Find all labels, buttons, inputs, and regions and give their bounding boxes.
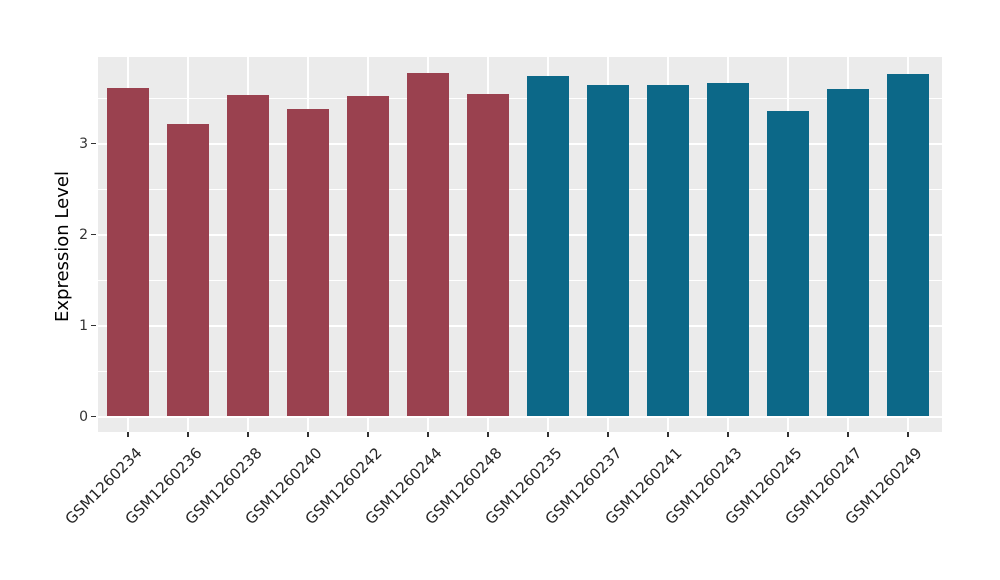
- x-tick-mark: [727, 432, 729, 437]
- bar-GSM1260235: [527, 76, 569, 417]
- bar-GSM1260248: [467, 94, 509, 417]
- y-tick-mark: [91, 142, 96, 145]
- x-tick-mark: [247, 432, 249, 437]
- x-tick-mark: [427, 432, 429, 437]
- gridline-minor: [98, 279, 942, 281]
- gridline-major: [98, 324, 942, 327]
- gridline-minor: [98, 97, 942, 99]
- x-tick-mark: [307, 432, 309, 437]
- gridline-major: [98, 233, 942, 236]
- y-tick-label: 0: [79, 408, 88, 425]
- bar-GSM1260243: [707, 83, 749, 417]
- x-tick-mark: [787, 432, 789, 437]
- x-tick-mark: [487, 432, 489, 437]
- bar-GSM1260244: [407, 73, 449, 417]
- y-tick-mark: [91, 324, 96, 327]
- bar-GSM1260237: [587, 85, 629, 417]
- y-tick-label: 3: [79, 135, 88, 152]
- bar-GSM1260245: [767, 110, 809, 417]
- y-tick-label: 2: [79, 226, 88, 243]
- bar-GSM1260247: [827, 88, 869, 417]
- y-tick-mark: [91, 233, 96, 236]
- y-tick-label: 1: [79, 317, 88, 334]
- bar-GSM1260238: [227, 95, 269, 417]
- bar-GSM1260240: [287, 108, 329, 417]
- x-tick-mark: [127, 432, 129, 437]
- plot-panel: [98, 57, 942, 432]
- x-tick-mark: [187, 432, 189, 437]
- gridline-major: [98, 415, 942, 418]
- gridline-minor: [98, 188, 942, 190]
- y-tick-mark: [91, 415, 96, 418]
- x-tick-mark: [847, 432, 849, 437]
- bar-GSM1260234: [107, 87, 149, 417]
- x-tick-mark: [607, 432, 609, 437]
- x-tick-mark: [907, 432, 909, 437]
- x-tick-mark: [547, 432, 549, 437]
- bar-GSM1260241: [647, 85, 689, 417]
- gridline-major: [98, 142, 942, 145]
- x-tick-mark: [367, 432, 369, 437]
- bar-GSM1260242: [347, 96, 389, 417]
- y-axis-title: Expression Level: [52, 171, 73, 322]
- gridline-minor: [98, 370, 942, 372]
- bar-GSM1260249: [887, 74, 929, 417]
- bar-GSM1260236: [167, 124, 209, 417]
- x-tick-mark: [667, 432, 669, 437]
